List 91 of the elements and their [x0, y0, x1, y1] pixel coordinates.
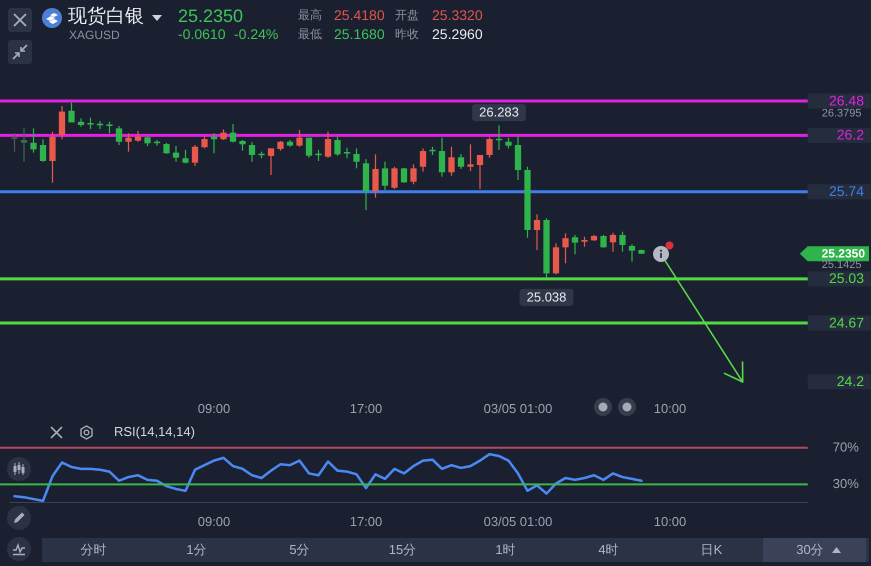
candlestick	[382, 161, 388, 191]
text: 25.1680	[334, 26, 385, 42]
candlestick	[458, 153, 464, 170]
annotation: 25.038	[526, 289, 566, 304]
candlestick	[296, 129, 303, 148]
text: -0.24%	[234, 26, 278, 42]
candlestick	[315, 149, 322, 162]
candlestick	[476, 154, 484, 190]
text: 分时	[80, 542, 108, 557]
ref-line-label: 25.74	[828, 183, 864, 200]
text: 25.3320	[432, 7, 483, 23]
y-tick-label: 30%	[832, 476, 860, 491]
candlestick	[496, 124, 502, 151]
candlestick	[410, 164, 417, 185]
candlestick	[248, 142, 256, 162]
candlestick	[344, 147, 350, 159]
ref-line-label: 25.03	[828, 270, 864, 286]
candlestick	[144, 136, 151, 147]
candlestick	[220, 128, 227, 141]
candlestick	[334, 136, 341, 156]
candlestick	[116, 125, 122, 146]
candlestick	[163, 142, 170, 155]
candlestick	[372, 154, 379, 198]
x-tick-label: 17:00	[350, 514, 382, 529]
text: 开盘	[395, 8, 419, 22]
text: 30分	[795, 542, 825, 557]
x-tick-label: 17:00	[350, 400, 382, 416]
candlestick	[40, 138, 46, 162]
candlestick	[277, 140, 284, 152]
candlestick	[210, 132, 218, 154]
chart-title: 现货白银	[68, 6, 144, 27]
text: 4时	[597, 542, 620, 557]
text: 最低	[298, 27, 322, 41]
candlestick	[58, 105, 66, 140]
candlestick	[125, 132, 132, 152]
candlestick	[201, 136, 208, 149]
text: 15分	[388, 542, 418, 557]
candlestick	[324, 131, 332, 158]
chart-title: RSI(14,14,14)	[114, 424, 195, 439]
text: 25.2350	[822, 246, 866, 261]
candlestick	[239, 139, 246, 152]
candlestick	[306, 137, 312, 158]
ref-line-label: 26.2	[836, 126, 864, 143]
x-tick-label: 03/05 01:00	[484, 400, 552, 416]
candlestick	[619, 231, 626, 252]
text: 昨收	[395, 27, 419, 41]
candlestick	[438, 137, 446, 178]
candlestick	[628, 244, 636, 262]
candlestick	[420, 148, 426, 172]
text: 5分	[288, 542, 311, 557]
y-tick-label: 25.1425	[822, 259, 862, 272]
candlestick	[610, 232, 616, 252]
candlestick	[391, 166, 398, 190]
x-tick-label: 09:00	[198, 514, 230, 529]
x-tick-label: 10:00	[654, 514, 686, 529]
candlestick	[11, 132, 18, 152]
candlestick	[486, 136, 493, 158]
y-tick-label: 26.3795	[822, 107, 862, 120]
candlestick	[172, 145, 180, 162]
text: -0.0610	[178, 26, 226, 42]
candlestick	[87, 117, 94, 130]
text: 25.4180	[334, 7, 385, 23]
ref-line-label: 24.67	[828, 314, 864, 330]
candlestick	[534, 214, 540, 251]
chart-subtitle: XAGUSD	[69, 28, 120, 42]
candlestick	[268, 148, 274, 176]
x-tick-label: 03/05 01:00	[484, 514, 552, 529]
candlestick	[192, 144, 198, 167]
candlestick	[400, 167, 408, 184]
candlestick	[600, 234, 607, 248]
text: 1分	[185, 542, 208, 557]
candlestick	[30, 128, 37, 154]
candlestick	[505, 137, 512, 149]
text: 日K	[700, 542, 724, 557]
x-tick-label: 09:00	[198, 400, 230, 416]
candlestick	[106, 121, 113, 134]
candlestick	[353, 148, 360, 169]
candlestick	[230, 123, 236, 143]
candlestick	[562, 232, 569, 264]
text: 最高	[298, 8, 322, 22]
x-tick-label: 10:00	[654, 400, 686, 416]
text: 1时	[494, 542, 517, 557]
candlestick	[448, 146, 455, 176]
text: 25.2350	[178, 6, 244, 26]
candlestick	[68, 102, 75, 123]
text: 25.2960	[432, 26, 483, 42]
annotation: 26.283	[479, 104, 519, 120]
y-tick-label: 70%	[832, 439, 860, 454]
ref-line-label: 26.48	[828, 92, 864, 108]
text: 24.2	[836, 373, 864, 390]
candlestick	[134, 130, 142, 142]
